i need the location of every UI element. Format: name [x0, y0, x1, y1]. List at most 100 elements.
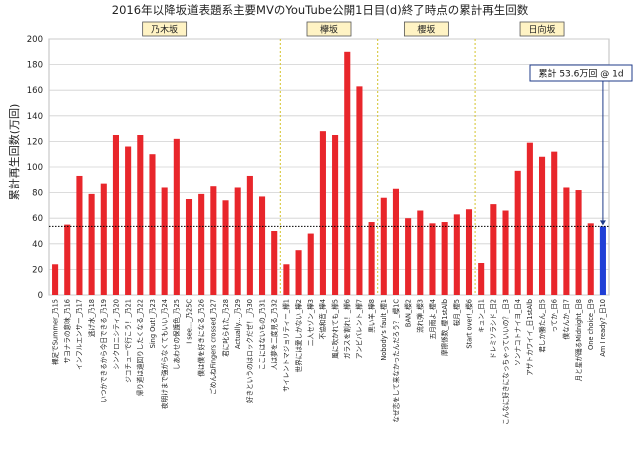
category-label: ここにはないもの_乃31 — [258, 299, 266, 370]
bar — [210, 186, 217, 295]
bar — [319, 131, 326, 295]
y-tick-label: 0 — [38, 291, 43, 301]
bar — [173, 138, 180, 295]
category-label: ソンナコトナイヨ_日4 — [514, 299, 522, 366]
bar — [344, 51, 351, 295]
bar — [575, 190, 582, 295]
category-label: 五月雨よ_櫻4 — [428, 299, 437, 339]
category-label: 逃げ水_乃18 — [87, 299, 96, 337]
category-label: 人は夢を二度見る_乃32 — [270, 299, 279, 370]
chart-title: 2016年以降坂道表題系主要MVのYouTube公開1日目(d)終了時点の累計再… — [112, 3, 529, 17]
bar — [392, 188, 399, 295]
category-label: Actually..._乃29 — [234, 299, 242, 349]
bar — [368, 222, 375, 295]
bar — [52, 264, 59, 295]
category-label: 僕なんか_日7 — [562, 299, 571, 339]
category-label: 流れ弾_櫻3 — [416, 299, 425, 333]
category-label: 風に吹かれても_欅5 — [330, 299, 339, 359]
category-label: BAN_櫻2 — [403, 299, 412, 327]
annotation-text: 累計 53.6万回 @ 1d — [538, 68, 623, 80]
category-label: Nobody's fault_櫻1 — [379, 299, 388, 361]
group-label-box — [306, 21, 352, 37]
y-tick-label: 40 — [32, 240, 43, 250]
bar — [64, 224, 71, 295]
category-label: 君に叱られた_乃28 — [221, 299, 230, 357]
annotation-callout: 累計 53.6万回 @ 1d — [529, 64, 633, 226]
bar — [307, 233, 314, 295]
bar — [137, 135, 144, 295]
category-labels: 裸足でSummer_乃15 サヨナラの意味_乃16 インフルエンサー_乃17 逃げ水_… — [50, 299, 607, 425]
bar — [271, 231, 278, 295]
category-label: 桜月_櫻5 — [452, 299, 461, 326]
category-label: 帰り道は遠回りしたくなる_乃22 — [136, 299, 145, 396]
bar — [539, 156, 546, 295]
gridlines — [48, 38, 610, 296]
y-tick-label: 20 — [32, 265, 43, 275]
category-label: インフルエンサー_乃17 — [76, 299, 84, 370]
bar — [76, 175, 83, 295]
annotation-box — [529, 64, 633, 82]
bar — [599, 226, 606, 295]
group-label: 日向坂 — [529, 24, 556, 36]
y-axis-label: 累計再生回数(万回) — [7, 104, 21, 201]
category-label: 摩擦係数_櫻1stAlb — [440, 299, 449, 356]
bar — [125, 146, 132, 295]
group-label: 櫻坂 — [417, 24, 435, 36]
category-label: ドレミソラシド_日2 — [490, 299, 498, 359]
y-tick-label: 80 — [32, 189, 43, 199]
bar — [246, 175, 253, 295]
bar — [429, 223, 436, 295]
bar — [332, 135, 339, 295]
bar — [222, 200, 229, 295]
category-label: ガラスを割れ！_欅6 — [343, 299, 352, 359]
category-label: しあわせの保護色_乃25 — [172, 299, 181, 370]
bar — [551, 151, 558, 295]
category-label: 君しか勝たん_日5 — [537, 299, 546, 353]
category-label: One choice_日9 — [587, 299, 595, 350]
bar — [283, 264, 290, 295]
y-tick-label: 160 — [27, 86, 43, 96]
category-label: なぜ恋をして来なかったんだろう？_櫻1C — [391, 299, 400, 423]
y-tick-label: 100 — [27, 163, 43, 173]
group-label: 乃木坂 — [151, 24, 178, 36]
category-label: こんなに好きになっちゃっていいの？_日3 — [501, 299, 510, 425]
category-label: サヨナラの意味_乃16 — [63, 299, 72, 363]
y-tick-label: 140 — [27, 112, 43, 122]
y-tick-label: 180 — [27, 61, 43, 71]
y-tick-label: 200 — [27, 35, 43, 45]
group-dividers — [279, 39, 476, 295]
category-label: 僕は僕を好きになる_乃26 — [196, 299, 205, 377]
bar — [514, 170, 521, 295]
bar — [453, 214, 460, 295]
category-label: 不協和音_欅4 — [318, 299, 327, 339]
category-label: シンクロニシティ_乃20 — [112, 299, 120, 370]
category-label: I see..._乃25C — [185, 299, 193, 344]
category-label: ジコチューで行こう！_乃21 — [123, 299, 132, 383]
category-label: 夜明けまで強がらなくてもいい_乃24 — [160, 299, 169, 409]
group-label-box — [403, 21, 449, 37]
group-label: 欅坂 — [320, 25, 338, 36]
category-label: 黒い羊_欅8 — [367, 299, 376, 333]
category-label: Sing Out!_乃23 — [149, 299, 157, 348]
bar — [441, 222, 448, 295]
category-label: サイレントマジョリティー_欅1 — [282, 299, 291, 392]
y-tick-label: 60 — [32, 214, 43, 224]
category-label: Am I ready?_日10 — [599, 299, 607, 357]
bar — [502, 210, 509, 295]
y-tick-label: 120 — [27, 137, 43, 147]
y-ticks: 0 20 40 60 80 100 120 140 160 180 200 — [27, 35, 43, 301]
bar — [417, 210, 424, 295]
group-labels: 乃木坂 欅坂 櫻坂 日向坂 — [142, 21, 565, 37]
bar — [563, 187, 570, 295]
bar — [526, 142, 533, 295]
bar — [198, 193, 205, 295]
category-label: 二人セゾン_欅3 — [306, 299, 315, 346]
category-label: アンビバレント_欅7 — [355, 299, 364, 359]
bar — [380, 197, 387, 295]
annotation-arrow-head — [599, 220, 606, 226]
category-label: 世界には愛しかない_欅2 — [294, 299, 303, 372]
bar — [88, 193, 95, 295]
bar — [295, 250, 302, 295]
bar — [112, 135, 119, 295]
